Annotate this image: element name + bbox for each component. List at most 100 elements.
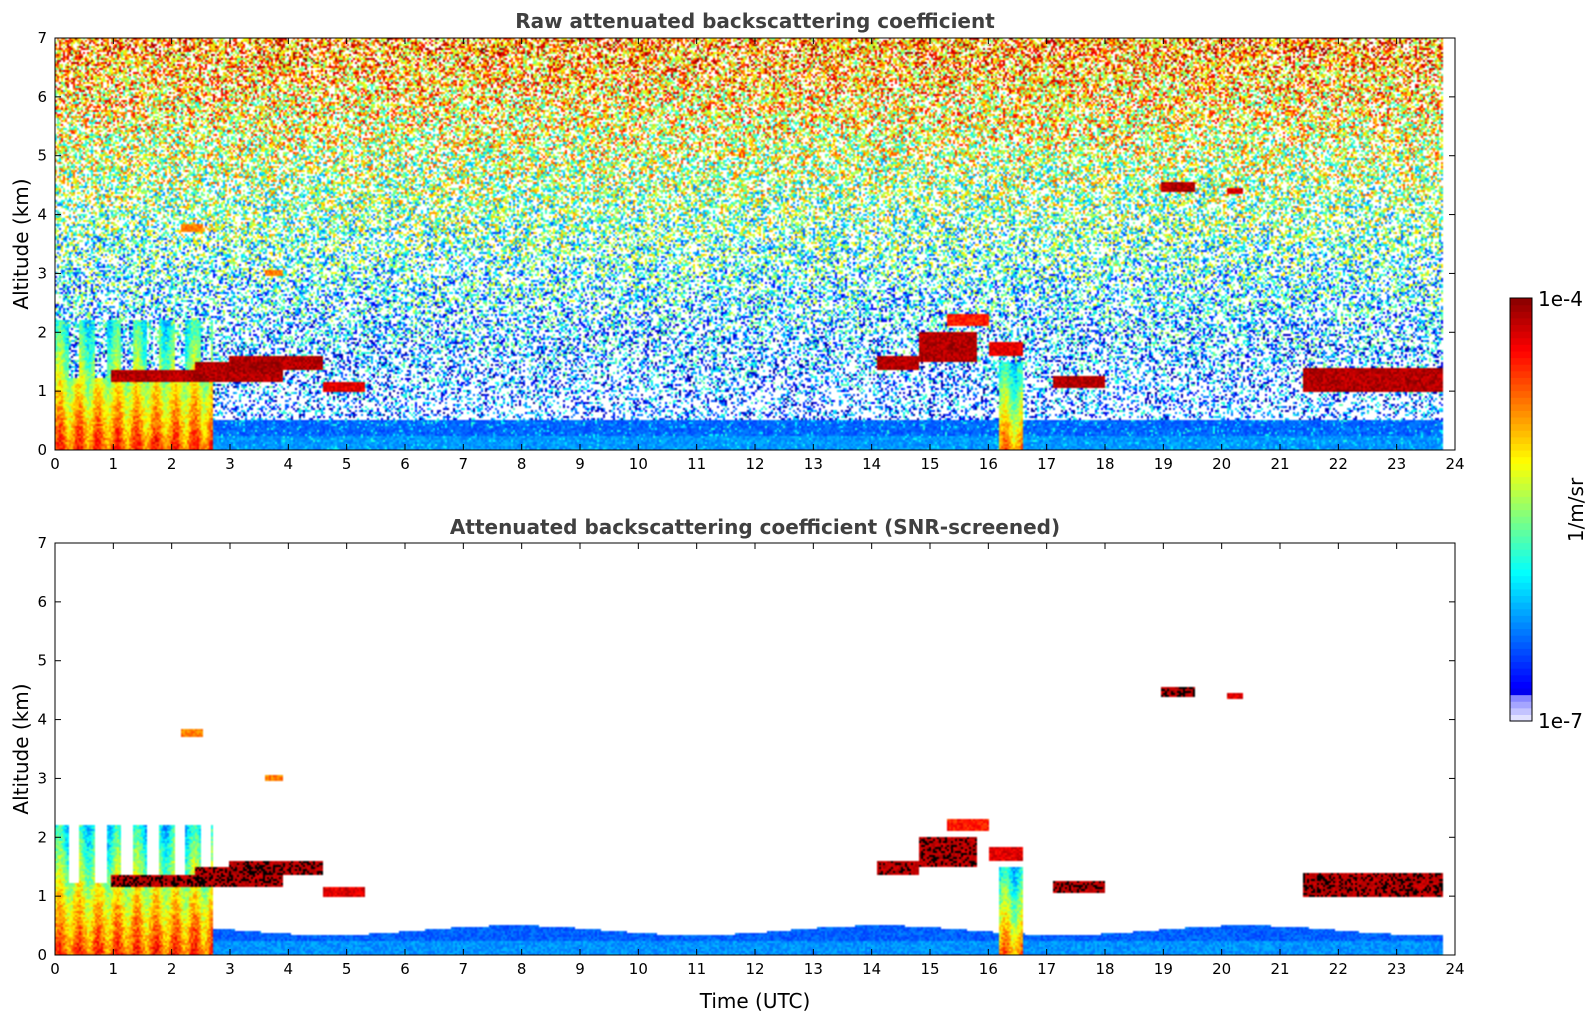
x-tick-label: 19 [1154,455,1173,473]
colorbar-bin [1510,456,1532,464]
colorbar-bin [1510,370,1532,378]
colorbar-bin [1510,522,1532,530]
x-tick-label: 4 [284,455,294,473]
colorbar-bin [1510,641,1532,649]
colorbar-bin [1510,317,1532,326]
y-tick-label: 7 [37,534,47,552]
colorbar-bin [1510,350,1532,359]
colorbar-bin [1510,542,1532,550]
x-tick-label: 9 [575,455,585,473]
colorbar-bin [1510,377,1532,385]
x-axis: 0 1 2 3 4 5 6 7 8 9 10 11 12 13 14 15 16 17 18 19 20 21 22 23 24 [50,543,1465,978]
colorbar-scale [1510,298,1532,722]
x-tick-label: 0 [50,455,60,473]
x-tick-label: 10 [629,455,648,473]
colorbar-bin [1510,595,1532,603]
colorbar-bin [1510,707,1532,715]
colorbar-bin [1510,357,1532,365]
x-tick-label: 19 [1154,960,1173,978]
y-tick-label: 2 [37,828,47,846]
x-tick-label: 16 [979,455,998,473]
x-tick-label: 18 [1095,455,1114,473]
colorbar-bin [1510,502,1532,511]
y-tick-label: 4 [37,206,47,224]
colorbar-bin [1510,463,1532,471]
colorbar-bin [1510,509,1532,517]
x-tick-label: 2 [167,960,177,978]
x-tick-label: 14 [862,960,881,978]
panel-screened: Attenuated backscattering coefficient (S… [9,515,1465,1013]
colorbar-bin [1510,483,1532,491]
panel-title: Attenuated backscattering coefficient (S… [450,515,1060,539]
x-tick-label: 17 [1037,960,1056,978]
colorbar-bin [1510,535,1532,544]
colorbar-bin [1510,582,1532,590]
colorbar-bin [1510,687,1532,696]
x-tick-label: 21 [1270,455,1289,473]
colorbar-bin [1510,364,1532,372]
colorbar-bin [1510,311,1532,319]
colorbar-bin [1510,575,1532,583]
colorbar-bin [1510,469,1532,478]
x-tick-label: 6 [400,960,410,978]
colorbar-bin [1510,529,1532,537]
colorbar: 1e-4 1e-7 1/m/sr [1509,287,1588,733]
x-tick-label: 8 [517,960,527,978]
x-tick-label: 7 [459,960,469,978]
x-tick-label: 4 [284,960,294,978]
colorbar-bin [1510,476,1532,484]
colorbar-bin [1510,390,1532,398]
colorbar-bin [1510,489,1532,497]
x-tick-label: 11 [687,455,706,473]
x-tick-label: 5 [342,455,352,473]
colorbar-bin [1510,661,1532,669]
x-tick-label: 17 [1037,455,1056,473]
colorbar-bin [1510,568,1532,577]
colorbar-bin [1510,443,1532,451]
x-tick-label: 3 [225,455,235,473]
y-tick-label: 1 [37,887,47,905]
x-tick-label: 20 [1212,455,1231,473]
x-tick-label: 21 [1270,960,1289,978]
x-tick-label: 20 [1212,960,1231,978]
heatmap-screened [55,543,1455,955]
x-axis: 0 1 2 3 4 5 6 7 8 9 10 11 12 13 14 15 16 17 18 19 20 21 22 23 24 [50,38,1465,473]
y-axis: 0 1 2 3 4 5 6 7 [37,29,1455,459]
colorbar-bin [1510,615,1532,623]
colorbar-bin [1510,549,1532,557]
colorbar-bin [1510,383,1532,392]
colorbar-bin [1510,681,1532,689]
colorbar-bin [1510,423,1532,431]
y-tick-label: 4 [37,711,47,729]
colorbar-bin [1510,337,1532,345]
y-tick-label: 7 [37,29,47,47]
y-tick-label: 5 [37,147,47,165]
x-tick-label: 8 [517,455,527,473]
x-tick-label: 9 [575,960,585,978]
colorbar-bin [1510,668,1532,676]
x-tick-label: 23 [1387,960,1406,978]
y-tick-label: 1 [37,382,47,400]
colorbar-bin [1510,344,1532,352]
y-tick-label: 3 [37,264,47,282]
x-tick-label: 13 [804,960,823,978]
colorbar-min-label: 1e-7 [1538,709,1583,733]
y-tick-label: 6 [37,88,47,106]
colorbar-bin [1510,450,1532,458]
x-tick-label: 6 [400,455,410,473]
x-tick-label: 13 [804,455,823,473]
y-axis-label: Altitude (km) [9,683,33,814]
colorbar-bin [1510,602,1532,610]
x-tick-label: 5 [342,960,352,978]
x-tick-label: 22 [1329,455,1348,473]
colorbar-bin [1510,674,1532,682]
x-tick-label: 23 [1387,455,1406,473]
colorbar-bin [1510,416,1532,425]
x-tick-label: 18 [1095,960,1114,978]
x-tick-label: 0 [50,960,60,978]
x-tick-label: 16 [979,960,998,978]
x-tick-label: 7 [459,455,469,473]
y-tick-label: 2 [37,323,47,341]
panel-raw: Raw attenuated backscattering coefficien… [9,9,1465,473]
